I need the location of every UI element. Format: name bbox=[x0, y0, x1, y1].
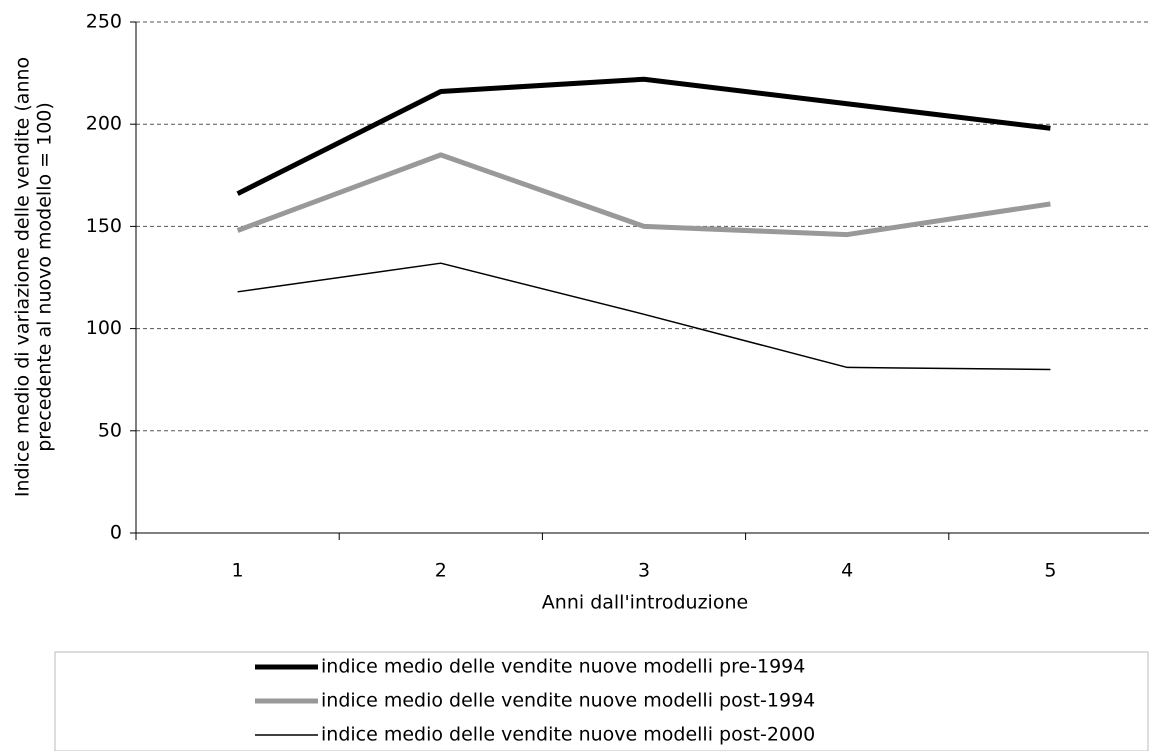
x-tick-label: 4 bbox=[841, 560, 853, 582]
series-line bbox=[236, 152, 1051, 238]
y-tick-label: 50 bbox=[98, 419, 122, 441]
y-tick-label: 200 bbox=[86, 113, 122, 135]
y-axis-label-line: Indice medio di variazione delle vendite… bbox=[12, 57, 34, 497]
y-tick-label: 150 bbox=[86, 215, 122, 237]
y-axis-label-line: precedente al nuovo modello = 100) bbox=[34, 102, 56, 452]
legend-box bbox=[54, 651, 1149, 751]
x-tick-label: 3 bbox=[638, 560, 650, 582]
x-tick-label: 5 bbox=[1044, 560, 1056, 582]
y-tick-label: 250 bbox=[86, 11, 122, 33]
y-tick-label: 100 bbox=[86, 317, 122, 339]
series-line bbox=[236, 76, 1051, 196]
legend-label: indice medio delle vendite nuove modelli… bbox=[321, 724, 815, 746]
x-tick-label: 2 bbox=[435, 560, 447, 582]
series-line bbox=[237, 262, 1051, 371]
y-axis-label: Indice medio di variazione delle vendite… bbox=[12, 57, 56, 497]
x-axis-label: Anni dall'introduzione bbox=[542, 592, 748, 614]
legend-label: indice medio delle vendite nuove modelli… bbox=[321, 690, 815, 712]
legend-label: indice medio delle vendite nuove modelli… bbox=[321, 656, 805, 678]
y-tick-label: 0 bbox=[110, 522, 122, 544]
x-tick-label: 1 bbox=[232, 560, 244, 582]
